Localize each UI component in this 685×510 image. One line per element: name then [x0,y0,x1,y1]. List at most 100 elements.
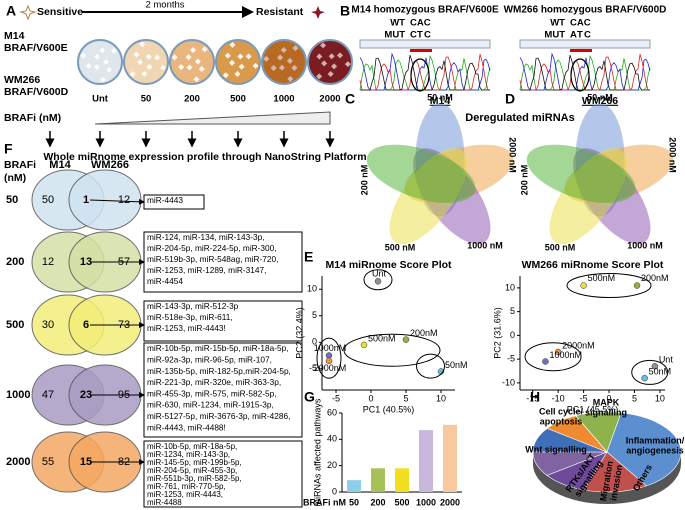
label: 50 nM [587,92,613,102]
mirna-list: miR-4488 [147,498,182,507]
cell [280,47,287,54]
point [651,363,659,370]
label: WT [390,18,405,29]
group-ring [631,359,669,385]
label: Unt [92,94,109,105]
label: Resistant [256,6,304,18]
cell [194,58,201,65]
cell [171,54,178,61]
mirna-box [143,300,303,342]
mirna-box [143,342,303,438]
point-label: 200nM [410,328,438,338]
trace [519,52,651,91]
cell [328,53,335,60]
codon-bar [570,49,592,52]
cell [94,53,101,60]
mirna-list: miR-630, miR-1234, miR-1915-3p, [147,400,274,410]
bar [419,430,433,492]
label: 200 [184,94,200,105]
label: 2000 [6,456,30,468]
cell [185,54,192,61]
cell [286,57,293,64]
point-label: 2000nM [314,363,347,373]
label: 2000 [319,94,340,105]
label: 200 [370,497,385,507]
slice-label: Inflammation/ [626,435,685,445]
label: PC1 (40.5%) [363,404,415,414]
label: -5 [580,393,588,403]
label: -10 [552,393,565,403]
label: WM266 [582,95,618,107]
point-label: 2000nM [562,340,595,350]
label: BRAF/V600E [4,42,68,54]
label: 1000 [273,94,294,105]
label: 1000 [6,389,30,401]
sensitive-icon [19,4,37,21]
label: M14 [430,95,451,107]
cell [291,64,298,71]
label: 500 [230,94,246,105]
label: 2000 nM [668,137,678,173]
label: 2000 nM [508,137,518,173]
panel-letter: A [6,3,16,19]
point-label: Unt [372,269,387,279]
mirna-list: miR-143-3p, miR-512-3p [147,301,239,311]
cell [139,41,146,48]
cell [141,70,148,77]
label: 23 [80,389,92,401]
point-label: 500nM [588,273,616,283]
point-label: 200nM [641,273,669,283]
label: 12 [42,256,54,268]
label: PC2 (32.4%) [294,307,304,359]
label: WM266 [91,159,129,171]
label: BRAF/V600D [4,86,69,98]
label: 500 nM [545,242,576,252]
label: 30 [42,319,54,331]
cell [160,64,167,71]
mirna-list: miR-518e-3p, miR-611, [147,312,233,322]
mirna-list: miR-204-5p, miR-224-5p, miR-300, [147,243,277,253]
group-ring [416,353,445,379]
pie-slice [546,415,608,453]
venn-ellipse [526,144,636,203]
label: -10 [502,377,515,387]
label: Sensitive [37,6,83,18]
cell [287,75,294,82]
trace [359,54,490,91]
label: 50 [349,497,359,507]
point-label: 1000nM [549,350,582,360]
panel-letter: G [304,389,315,405]
label: 47 [42,389,54,401]
label: BRAFi nM [303,497,346,507]
cell [80,52,87,59]
mirna-box [143,231,303,293]
group-ring [343,333,441,367]
label: 1 [83,194,89,206]
cell [137,59,144,66]
label: Whole miRnome expression profile through… [43,151,366,163]
label: BRAFi [4,159,36,171]
point [402,336,410,343]
point-label: 1000nM [314,343,347,353]
cell [263,55,270,62]
panel-letter: C [345,91,355,107]
label: 10 [307,284,317,294]
point-label: 50nM [649,367,672,377]
label: 500 [394,497,409,507]
mirna-list: miR-1253, miR-4443, [147,490,223,499]
point-label: 50nM [445,360,468,370]
label: (nM) [4,172,26,184]
label: 13 [80,256,92,268]
cell [190,47,197,54]
label: 6 [83,319,89,331]
label: -15 [526,393,539,403]
cell [100,76,107,83]
label: T [577,30,583,41]
label: C [410,30,417,41]
cell [344,61,351,68]
cell [320,42,327,49]
label: 10 [505,282,515,292]
label: 50 [141,94,152,105]
dish [123,39,169,85]
